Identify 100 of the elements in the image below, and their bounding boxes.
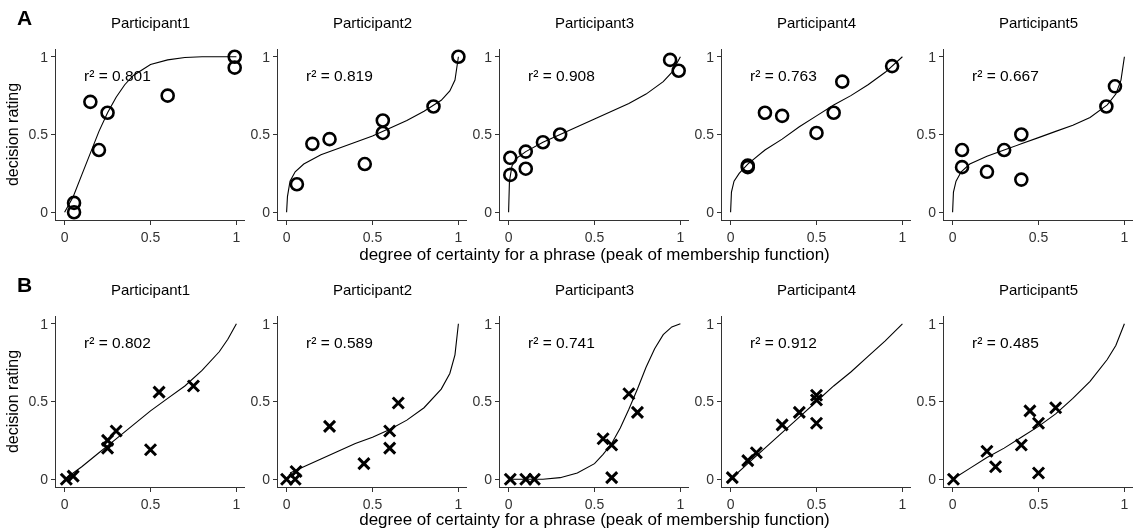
y-tick-label: 0.5 bbox=[28, 393, 49, 410]
annotation: r² = 0.819 bbox=[306, 67, 373, 84]
y-axis-title: decision rating bbox=[3, 349, 21, 454]
chart-title: Participant1 bbox=[110, 14, 191, 32]
point bbox=[100, 441, 115, 456]
point bbox=[160, 88, 175, 103]
annotation: r² = 0.802 bbox=[84, 334, 151, 351]
line-series bbox=[952, 56, 1125, 213]
point bbox=[552, 127, 568, 142]
text: A bbox=[17, 6, 33, 29]
y-tick-label: 0.5 bbox=[28, 126, 49, 143]
annotation: r² = 0.589 bbox=[306, 334, 373, 351]
chart-title: Participant2 bbox=[332, 281, 413, 299]
point bbox=[535, 134, 551, 150]
y-tick-label: 0 bbox=[262, 471, 271, 488]
y-tick-label: 1 bbox=[706, 48, 715, 65]
x-tick-label: 0 bbox=[504, 496, 513, 512]
x-axis-title: degree of certainty for a phrase (peak of membership function) bbox=[359, 245, 830, 264]
point bbox=[518, 144, 534, 159]
x-axis-title: degree of certainty for a phrase (peak of membership function) bbox=[359, 510, 830, 529]
x-tick-label: 0.5 bbox=[1028, 496, 1049, 512]
point bbox=[996, 142, 1012, 158]
y-tick-label: 1 bbox=[928, 48, 937, 65]
y-tick-label: 0 bbox=[484, 471, 493, 488]
point bbox=[809, 392, 824, 407]
point bbox=[834, 74, 850, 89]
y-tick-label: 0 bbox=[262, 204, 271, 221]
point bbox=[391, 396, 406, 411]
x-tick-label: 0 bbox=[948, 496, 957, 512]
chart-title: Participant5 bbox=[998, 281, 1079, 299]
y-tick-label: 0 bbox=[928, 204, 937, 221]
x-tick-label: 0 bbox=[282, 496, 291, 512]
point bbox=[66, 195, 82, 211]
x-tick-label: 0 bbox=[948, 229, 957, 245]
x-tick-label: 0 bbox=[282, 229, 291, 245]
chart-title: Participant3 bbox=[554, 14, 635, 32]
x-tick-label: 1 bbox=[1120, 229, 1129, 245]
point bbox=[451, 49, 466, 65]
point bbox=[604, 470, 619, 485]
line-series bbox=[730, 56, 903, 213]
point bbox=[289, 464, 304, 479]
x-tick-label: 0.5 bbox=[140, 229, 161, 245]
x-tick-label: 1 bbox=[676, 496, 685, 512]
point bbox=[1048, 400, 1063, 415]
x-tick-label: 1 bbox=[676, 229, 685, 245]
x-tick-label: 1 bbox=[898, 229, 907, 245]
x-tick-label: 0 bbox=[504, 229, 513, 245]
x-tick-label: 1 bbox=[454, 496, 463, 512]
chart-title: Participant4 bbox=[776, 14, 857, 32]
point bbox=[757, 105, 773, 121]
point bbox=[227, 49, 242, 65]
point bbox=[356, 456, 371, 471]
point bbox=[1014, 172, 1029, 187]
point bbox=[809, 388, 824, 403]
y-tick-label: 0 bbox=[40, 471, 49, 488]
y-tick-label: 1 bbox=[484, 48, 493, 65]
point bbox=[357, 156, 373, 172]
chart-title: Participant5 bbox=[998, 14, 1079, 32]
point bbox=[662, 52, 678, 68]
y-tick-label: 0.5 bbox=[694, 126, 715, 143]
point bbox=[1014, 127, 1029, 142]
point bbox=[152, 385, 167, 400]
point bbox=[1022, 403, 1037, 418]
point bbox=[775, 417, 790, 432]
annotation: r² = 0.667 bbox=[972, 67, 1039, 84]
point bbox=[988, 459, 1003, 474]
point bbox=[954, 142, 970, 158]
point bbox=[382, 424, 397, 439]
point bbox=[946, 472, 961, 487]
point bbox=[1014, 438, 1029, 453]
point bbox=[100, 105, 115, 121]
point bbox=[725, 470, 740, 485]
x-tick-label: 1 bbox=[232, 229, 241, 245]
point bbox=[322, 419, 337, 434]
annotation: r² = 0.485 bbox=[972, 334, 1039, 351]
point bbox=[59, 472, 74, 487]
chart-title: Participant4 bbox=[776, 281, 857, 299]
point bbox=[774, 108, 790, 124]
x-tick-label: 0 bbox=[726, 496, 735, 512]
point bbox=[596, 431, 611, 446]
point bbox=[604, 438, 619, 453]
point bbox=[671, 63, 686, 79]
y-tick-label: 1 bbox=[40, 48, 49, 65]
x-tick-label: 1 bbox=[454, 229, 463, 245]
y-tick-label: 0.5 bbox=[916, 126, 937, 143]
point bbox=[621, 386, 636, 401]
text: B bbox=[17, 273, 33, 296]
annotation: r² = 0.908 bbox=[528, 67, 595, 84]
x-tick-label: 1 bbox=[1120, 496, 1129, 512]
point bbox=[792, 405, 807, 420]
y-tick-label: 1 bbox=[484, 315, 493, 332]
y-tick-label: 0 bbox=[706, 471, 715, 488]
point bbox=[826, 105, 841, 121]
x-tick-label: 0.5 bbox=[362, 496, 383, 512]
x-tick-label: 0 bbox=[726, 229, 735, 245]
annotation: r² = 0.741 bbox=[528, 334, 595, 351]
x-tick-label: 1 bbox=[232, 496, 241, 512]
y-tick-label: 1 bbox=[40, 315, 49, 332]
point bbox=[66, 204, 82, 220]
y-tick-label: 0.5 bbox=[472, 126, 493, 143]
